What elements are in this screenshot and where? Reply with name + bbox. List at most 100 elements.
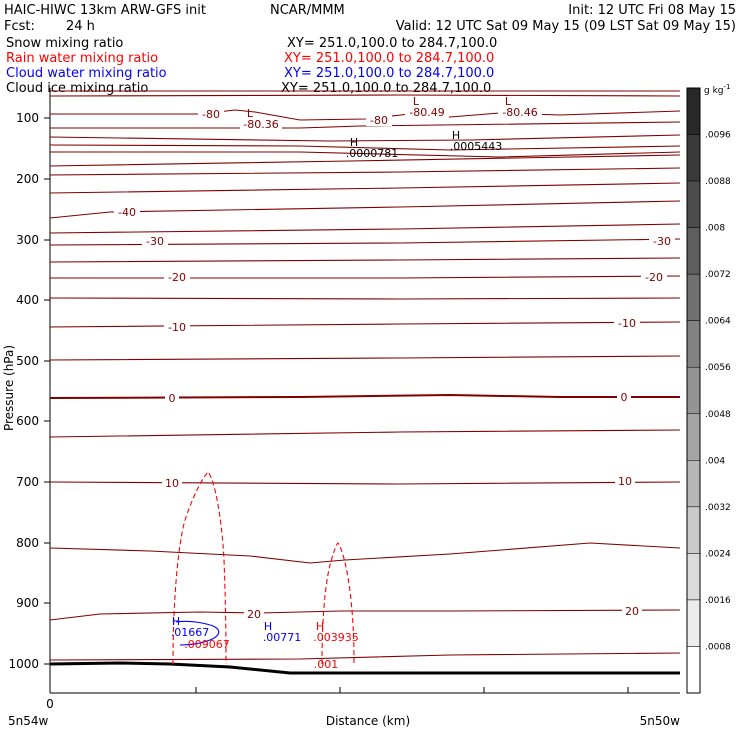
colorbar-frame <box>686 87 701 694</box>
field-label-cloud-ice: Cloud ice mixing ratio <box>6 81 148 96</box>
temperature-contours <box>49 90 681 661</box>
label-bg <box>142 235 168 247</box>
colorbar-cell <box>686 134 701 182</box>
isotherm-band-13 <box>49 542 681 564</box>
valid-time: Valid: 12 UTC Sat 09 May 15 (09 LST Sat … <box>396 19 736 34</box>
y-axis: 100 200 300 400 500 600 700 800 900 1000… <box>2 111 50 671</box>
y-tick-label: 100 <box>16 111 39 125</box>
colorbar-label: .0056 <box>705 363 731 373</box>
isotherm-band-12 <box>49 429 681 438</box>
high-value-rain-2: .003935 <box>313 631 359 644</box>
temperature-labels: -80 -80 -80.36 -80.49 -80.46 -40 -30 -30… <box>114 106 675 621</box>
cloud-water-contour <box>175 620 220 646</box>
isotherm-band-6 <box>49 167 681 176</box>
rain-contour-label: .001 <box>314 658 339 671</box>
isotherm-label: 0 <box>621 391 628 404</box>
label-bg <box>615 475 635 487</box>
colorbar-label: .0032 <box>705 503 731 513</box>
model-title: HAIC-HIWC 13km ARW-GFS init <box>4 3 206 18</box>
colorbar-label: .004 <box>705 456 725 466</box>
isotherm-zero <box>49 393 680 399</box>
isotherm-label: -80.49 <box>409 106 444 119</box>
isotherm-20 <box>49 609 681 621</box>
field-label-cloud-water: Cloud water mixing ratio <box>6 66 167 81</box>
x-ticks <box>49 687 629 693</box>
rain-contours <box>172 471 355 665</box>
colorbar-cell <box>686 553 701 601</box>
field-xy-snow: XY= 251.0,100.0 to 284.7,100.0 <box>287 36 497 51</box>
colorbar-cell <box>686 599 701 647</box>
field-label-rain: Rain water mixing ratio <box>6 51 158 66</box>
label-bg <box>244 608 264 620</box>
y-tick-label: 1000 <box>8 657 39 671</box>
colorbar-labels: .0096 .0088 .008 .0072 .0064 .0056 .0048 .004 .0… <box>705 131 731 653</box>
high-marker-cloud-2: H <box>264 620 272 633</box>
isotherm-label: 10 <box>618 475 632 488</box>
isotherm-label: -80.36 <box>243 118 278 131</box>
colorbar-cell <box>686 180 701 228</box>
low-marker-3: L <box>505 95 512 108</box>
isotherm-band-14 <box>49 652 681 661</box>
colorbar-cell <box>686 413 701 461</box>
init-time: Init: 12 UTC Fri 08 May 15 <box>568 3 736 18</box>
isotherm-band-11 <box>49 355 681 361</box>
y-tick-label: 500 <box>16 354 39 368</box>
x-axis: 0 5n54w Distance (km) 5n50w <box>8 687 680 728</box>
label-bg <box>240 118 282 130</box>
colorbar-label: .0008 <box>705 642 731 652</box>
x-axis-label: Distance (km) <box>326 714 410 728</box>
isotherm-minus-80 <box>50 109 681 121</box>
extrema-markers: L L L H .0000781 H .0005443 H .01667 H .… <box>171 95 512 671</box>
isotherm-band-10 <box>49 297 681 300</box>
label-bg <box>649 235 675 247</box>
y-tick-label: 600 <box>16 414 39 428</box>
colorbar-cell <box>686 366 701 415</box>
high-marker-snow-2: H <box>452 129 460 142</box>
high-marker-cloud-1: H <box>172 615 180 628</box>
isotherm-minus-20 <box>50 275 681 279</box>
colorbar-cell <box>686 87 701 135</box>
isotherm-label: -10 <box>618 317 636 330</box>
high-value-snow-1: .0000781 <box>346 147 399 160</box>
colorbar-label: .0048 <box>705 410 731 420</box>
isotherm-band-1 <box>50 121 681 129</box>
high-value-cloud-1: .01667 <box>171 626 210 639</box>
y-tick-label: 700 <box>16 475 39 489</box>
field-xy-cloud-water: XY= 251.0,100.0 to 284.7,100.0 <box>284 66 494 81</box>
label-bg <box>198 108 224 120</box>
y-tick-label: 400 <box>16 293 39 307</box>
isotherm-minus-40 <box>49 200 681 219</box>
high-value-rain-1: .009067 <box>184 638 230 651</box>
colorbar-cell <box>686 646 701 694</box>
isotherm-label: -80 <box>370 114 388 127</box>
isotherm-label: -80 <box>202 108 220 121</box>
label-bg <box>641 271 667 283</box>
x-tick-label: 0 <box>46 697 54 711</box>
low-marker-1: L <box>247 107 254 120</box>
isotherm-label: -40 <box>118 206 136 219</box>
isotherm-label: -80.46 <box>502 106 537 119</box>
colorbar-label: .0088 <box>705 177 731 187</box>
label-bg <box>366 114 392 126</box>
label-bg <box>498 106 542 118</box>
colorbar-label: .0096 <box>705 131 731 141</box>
isotherm-top-2 <box>49 94 681 97</box>
colorbar-unit: g kg-1 <box>704 83 730 96</box>
label-bg <box>162 477 182 489</box>
isotherm-label: -30 <box>653 235 671 248</box>
plot-frame <box>49 88 680 694</box>
field-label-snow: Snow mixing ratio <box>6 36 123 51</box>
isotherm-band-8 <box>49 223 681 234</box>
colorbar-label: .0072 <box>705 270 731 280</box>
fcst-value: 24 h <box>66 19 95 34</box>
isotherm-label: 20 <box>247 608 261 621</box>
colorbar-cell <box>686 273 701 321</box>
label-bg <box>622 605 642 617</box>
y-tick-label: 300 <box>16 233 39 247</box>
y-tick-label: 900 <box>16 596 39 610</box>
isotherm-label: -20 <box>168 271 186 284</box>
field-xy-cloud-ice: XY= 251.0,100.0 to 284.7,100.0 <box>281 81 491 96</box>
colorbar-label: .0064 <box>705 317 731 327</box>
label-bg <box>164 321 190 333</box>
